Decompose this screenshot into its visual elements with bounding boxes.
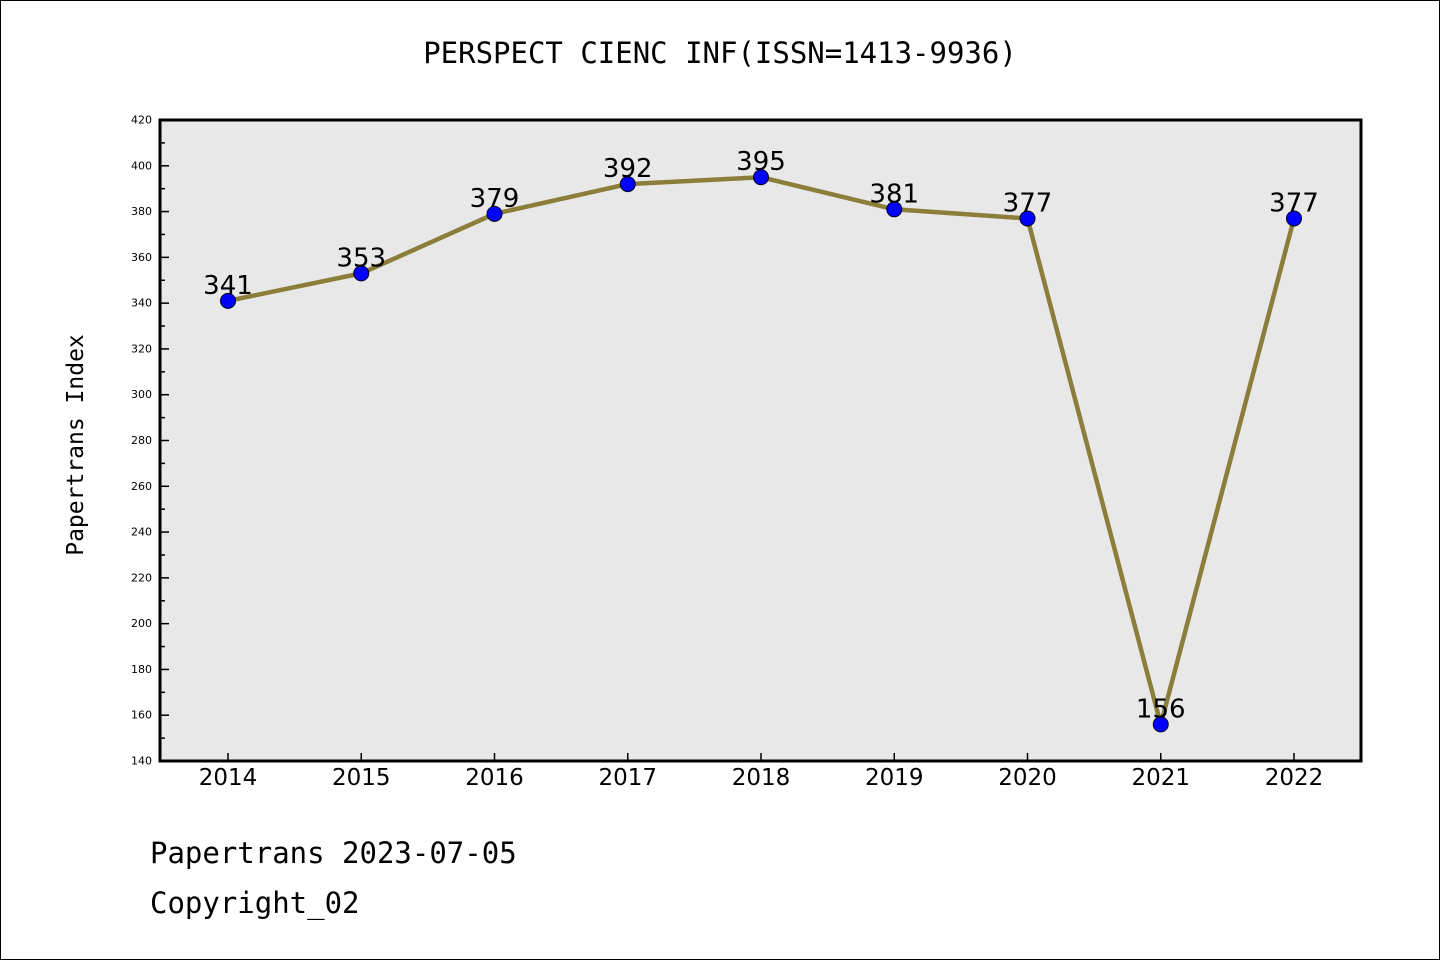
x-tick-label: 2022 [1265,765,1324,791]
y-tick-label: 420 [131,114,152,127]
y-tick-label: 360 [131,251,152,264]
y-tick-label: 140 [131,755,152,768]
x-tick-label: 2021 [1131,765,1190,791]
x-tick-label: 2016 [465,765,524,791]
data-label: 379 [470,184,520,214]
y-tick-label: 240 [131,526,152,539]
y-tick-label: 400 [131,159,152,172]
data-point [486,205,503,222]
data-point [220,292,236,309]
y-tick-label: 340 [131,297,152,310]
x-tick-label: 2015 [332,765,391,791]
y-tick-label: 280 [131,434,152,447]
data-point [353,265,370,282]
data-label: 156 [1136,694,1186,724]
data-point [1286,210,1302,227]
y-tick-label: 160 [131,709,152,722]
chart-title: PERSPECT CIENC INF(ISSN=1413-9936) [423,36,1017,70]
footer-date: Papertrans 2023-07-05 [150,836,517,870]
data-point [753,169,769,186]
y-tick-label: 200 [131,617,152,630]
y-tick-label: 380 [131,205,152,218]
data-label: 377 [1003,188,1053,218]
y-tick-label: 320 [131,342,152,355]
plot-area [160,120,1361,761]
x-tick-label: 2018 [732,765,791,791]
y-tick-label: 220 [131,571,152,584]
data-label: 392 [603,154,653,184]
x-tick-label: 2019 [865,765,924,791]
y-tick-label: 180 [131,663,152,676]
x-tick-label: 2014 [199,765,258,791]
y-tick-label: 300 [131,388,152,401]
data-label: 341 [203,271,253,301]
x-tick-label: 2017 [598,765,657,791]
data-point [1152,716,1169,733]
data-point [1019,210,1036,227]
y-tick-label: 260 [131,480,152,493]
data-label: 381 [869,179,919,209]
plot-border [158,118,1363,763]
x-tick-label: 2020 [998,765,1057,791]
data-point [886,201,903,218]
data-label: 395 [736,147,786,177]
data-label: 377 [1269,188,1319,218]
footer-copyright: Copyright_02 [150,886,360,920]
data-point [619,176,636,193]
data-label: 353 [336,243,386,273]
